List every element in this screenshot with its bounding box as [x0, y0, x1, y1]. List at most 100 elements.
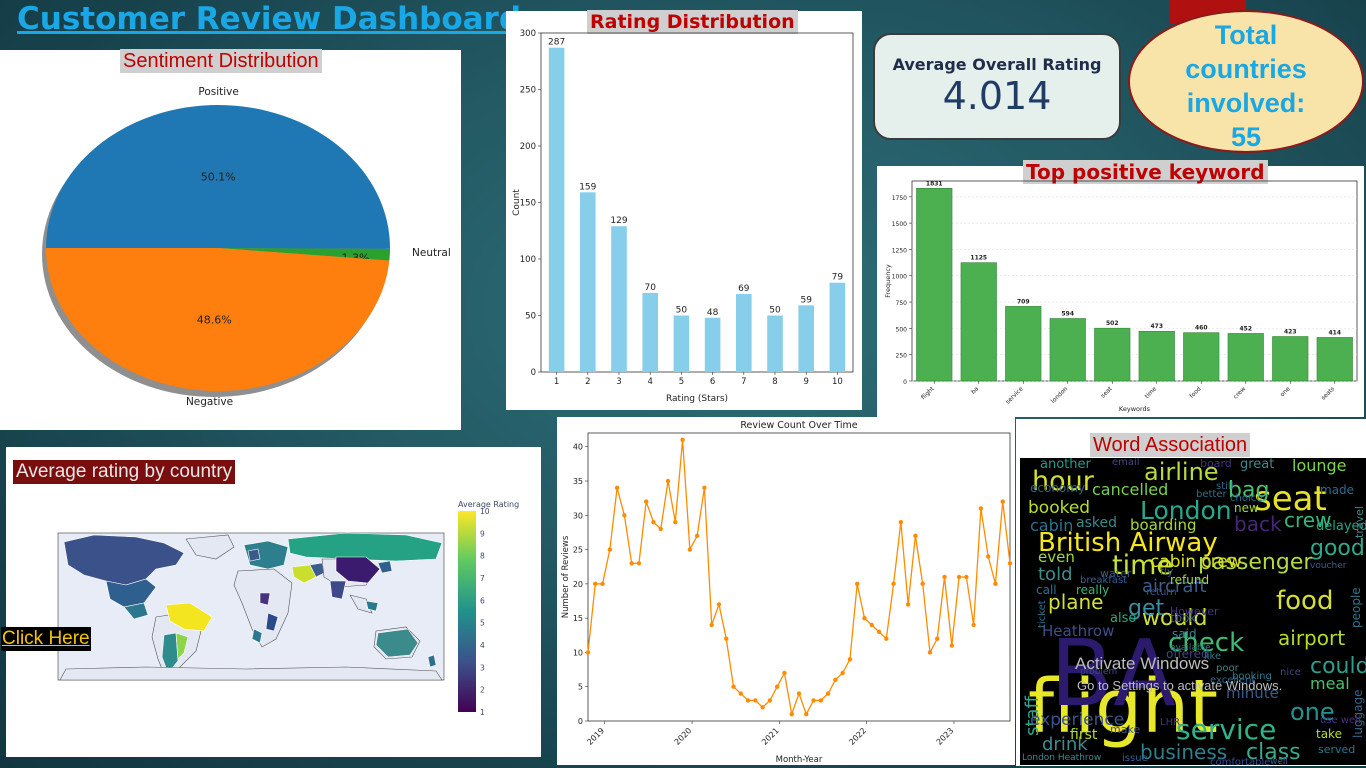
wordcloud-word: make — [1110, 723, 1141, 736]
colorbar-tick-label: 2 — [480, 686, 485, 695]
y-tick-label: 35 — [573, 477, 583, 486]
line-point — [876, 629, 882, 635]
bar-food — [1183, 332, 1220, 382]
wordcloud-word: business — [1140, 740, 1228, 764]
x-tick-label: 7 — [741, 377, 746, 387]
review-count-line-chart: Review Count Over Time 0 5 10 15 20 25 30 35 40 20… — [561, 420, 1013, 765]
x-tick-label: flight — [920, 385, 936, 401]
wordcloud-word: travel — [1353, 506, 1366, 538]
bar-london — [1049, 318, 1086, 382]
countries-value: 55 — [1230, 122, 1262, 152]
wordcloud-word: could — [1310, 654, 1366, 679]
wordcloud-word: seat — [1254, 479, 1327, 519]
wordcloud-word: airline — [1144, 458, 1219, 486]
bar-4 — [642, 292, 658, 372]
y-tick-label: 250 — [896, 353, 908, 360]
line-point — [709, 622, 714, 628]
wordcloud-word: choice — [1230, 493, 1263, 504]
y-tick-label: 15 — [573, 614, 583, 623]
wordcloud-word: people — [1349, 587, 1363, 628]
wordcloud-word: airport — [1278, 626, 1346, 650]
line-point — [665, 478, 671, 484]
bar-value-label: 287 — [548, 38, 565, 48]
wordcloud-word: still — [1216, 481, 1234, 492]
wordcloud-word: available — [1170, 643, 1211, 653]
wordcloud-word: BA — [1050, 620, 1177, 727]
x-tick-label: crew — [1232, 385, 1247, 400]
wordcloud-word: boarding — [1130, 516, 1197, 534]
world-choropleth-map: Average Rating 1 2 3 4 5 6 7 8 9 10 — [57, 500, 519, 717]
y-axis-label: Number of Reviews — [561, 535, 571, 618]
line-chart-title: Review Count Over Time — [740, 420, 857, 431]
y-tick-label: 30 — [573, 511, 583, 520]
bar-8 — [767, 315, 783, 372]
colorbar-tick-label: 5 — [480, 619, 485, 628]
wordcloud-word: drink — [1042, 734, 1088, 755]
line-point — [898, 519, 904, 525]
bar-value-label: 452 — [1239, 325, 1252, 332]
line-point — [644, 499, 649, 504]
wordcloud-word: hour — [1032, 466, 1094, 497]
line-point — [993, 581, 998, 587]
wordcloud-word: first — [1070, 727, 1098, 743]
wordcloud-word: even — [1038, 548, 1075, 566]
line-point — [949, 643, 954, 648]
line-point — [593, 581, 598, 587]
wordcloud-word: problem — [1080, 667, 1118, 677]
pie-label-neutral: Neutral — [412, 247, 451, 259]
wordcloud-word: plane — [1048, 590, 1104, 614]
line-point — [607, 547, 613, 552]
y-tick-label: 500 — [896, 326, 908, 333]
x-tick-label: service — [1005, 385, 1025, 405]
wordcloud-word: email — [1112, 458, 1140, 468]
line-point — [724, 636, 729, 641]
wordcloud-word: London Heathrow — [1022, 753, 1102, 763]
pie-label-negative: Negative — [186, 396, 233, 408]
y-tick-label: 5 — [578, 683, 583, 692]
line-point — [658, 526, 663, 532]
y-tick-label: 250 — [520, 86, 536, 96]
x-tick-label: 5 — [679, 377, 684, 387]
bar-6 — [704, 317, 721, 372]
x-tick-label: seats — [1320, 385, 1336, 401]
average-rating-value: 4.014 — [942, 74, 1052, 118]
y-tick-label: 1000 — [892, 274, 907, 281]
wordcloud-word: better — [1196, 489, 1227, 500]
line-point — [905, 602, 911, 607]
rating-bar-chart: 0 50 100 150 200 250 300 287 1 159 2 129 3 70 4 50 5 48 6 6… — [512, 29, 854, 404]
y-tick-label: 150 — [520, 199, 536, 209]
wordcloud-word: offered — [1166, 647, 1209, 661]
bar-value-label: 59 — [800, 295, 812, 305]
bar-value-label: 1125 — [970, 255, 987, 262]
bar-value-label: 50 — [769, 306, 781, 316]
colorbar — [458, 511, 476, 712]
y-tick-label: 750 — [896, 300, 908, 307]
wordcloud-word: flight — [1028, 664, 1219, 750]
pie-label-positive: Positive — [198, 86, 238, 98]
y-tick-label: 50 — [525, 312, 536, 322]
wordcloud-word: minute — [1226, 684, 1279, 702]
line-point — [738, 691, 743, 696]
line-point — [847, 657, 853, 662]
bar-time — [1138, 330, 1175, 382]
bar-value-label: 423 — [1284, 328, 1297, 335]
line-point — [862, 615, 867, 621]
click-here-link[interactable]: Click Here — [1, 627, 91, 651]
line-point — [731, 684, 736, 689]
line-point — [971, 622, 976, 628]
wordcloud-header: Word Association — [1090, 433, 1251, 457]
bar-7 — [736, 294, 752, 372]
wordcloud-word: luggage — [1351, 689, 1365, 738]
wordcloud-word: made — [1320, 483, 1355, 497]
y-tick-label: 10 — [573, 648, 583, 657]
colorbar-tick-label: 4 — [480, 641, 485, 650]
wordcloud-word: another — [1040, 458, 1091, 472]
x-tick-label: 1 — [554, 377, 559, 387]
line-point — [964, 574, 969, 580]
average-rating-card: Average Overall Rating 4.014 — [873, 33, 1121, 140]
activate-windows-text: Activate Windows — [1075, 654, 1210, 673]
keyword-bar-chart: 0 250 500 750 1000 1250 1500 1750 1831 flight 1125… — [884, 180, 1358, 413]
line-point — [1007, 561, 1013, 566]
wordcloud-word: food — [1276, 586, 1334, 616]
